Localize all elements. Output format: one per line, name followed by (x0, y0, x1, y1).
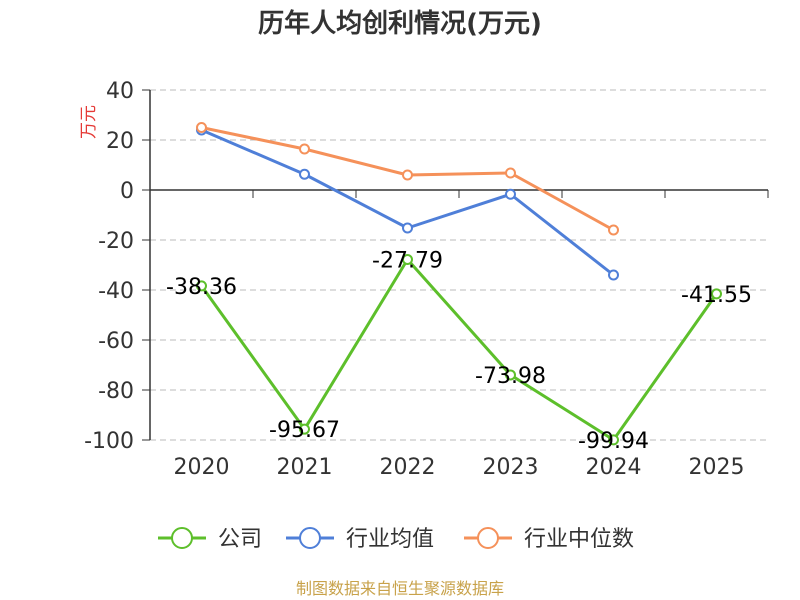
data-point[interactable] (608, 269, 619, 281)
data-label: -95.67 (269, 418, 340, 443)
legend-item-1[interactable]: 行业均值 (286, 527, 434, 552)
data-label: -27.79 (372, 248, 443, 273)
x-tick-label: 2025 (689, 455, 745, 480)
legend-label: 公司 (218, 527, 262, 552)
x-tick-label: 2020 (174, 455, 230, 480)
legend-marker (477, 527, 499, 549)
data-point[interactable] (402, 169, 413, 181)
series-group: -38.36 -95.67 -27.79 -73.98 -99.94 -41.55 (166, 122, 752, 454)
data-label: -38.36 (166, 275, 237, 300)
data-label: -41.55 (681, 283, 752, 308)
legend-label: 行业均值 (346, 527, 434, 552)
data-point[interactable] (299, 143, 310, 155)
legend-marker (299, 527, 321, 549)
data-point[interactable] (402, 253, 413, 265)
source-note: 制图数据来自恒生聚源数据库 (296, 579, 504, 598)
data-point[interactable] (711, 288, 722, 300)
x-tick-label: 2024 (586, 455, 642, 480)
legend-marker (171, 527, 193, 549)
data-point[interactable] (505, 369, 516, 381)
data-point[interactable] (505, 188, 516, 200)
y-axis-label: 万元 (79, 105, 99, 139)
data-point[interactable] (402, 222, 413, 234)
data-point[interactable] (299, 168, 310, 180)
y-tick-label: 40 (106, 79, 134, 104)
data-point[interactable] (196, 280, 207, 292)
x-tick-label: 2022 (380, 455, 436, 480)
data-point[interactable] (299, 423, 310, 435)
y-tick-label: -40 (98, 279, 134, 304)
y-tick-label: 20 (106, 129, 134, 154)
legend-item-2[interactable]: 行业中位数 (464, 527, 634, 552)
y-tick-label: -80 (98, 379, 134, 404)
data-point[interactable] (608, 224, 619, 236)
data-label: -73.98 (475, 364, 546, 389)
y-tick-label: -60 (98, 329, 134, 354)
series-line (200, 257, 718, 442)
y-tick-label: -20 (98, 229, 134, 254)
series-0: -38.36 -95.67 -27.79 -73.98 -99.94 -41.55 (166, 248, 752, 453)
legend-label: 行业中位数 (524, 527, 634, 552)
data-point[interactable] (505, 167, 516, 179)
data-label: -99.94 (578, 429, 649, 454)
x-tick-label: 2021 (277, 455, 333, 480)
legend[interactable]: 公司 行业均值 行业中位数 (158, 527, 634, 552)
axes: 40 20 0 -20 -40 -60 -80 -100 2020 2021 2022 2023 202… (84, 79, 769, 480)
legend-item-0[interactable]: 公司 (158, 527, 262, 552)
data-point[interactable] (608, 434, 619, 446)
data-point[interactable] (196, 122, 207, 133)
y-tick-label: 0 (120, 179, 134, 204)
x-tick-label: 2023 (483, 455, 539, 480)
y-tick-label: -100 (84, 429, 134, 454)
chart-title: 历年人均创利情况(万元) (258, 8, 542, 39)
grid-lines (150, 89, 768, 441)
series-2 (196, 122, 619, 236)
